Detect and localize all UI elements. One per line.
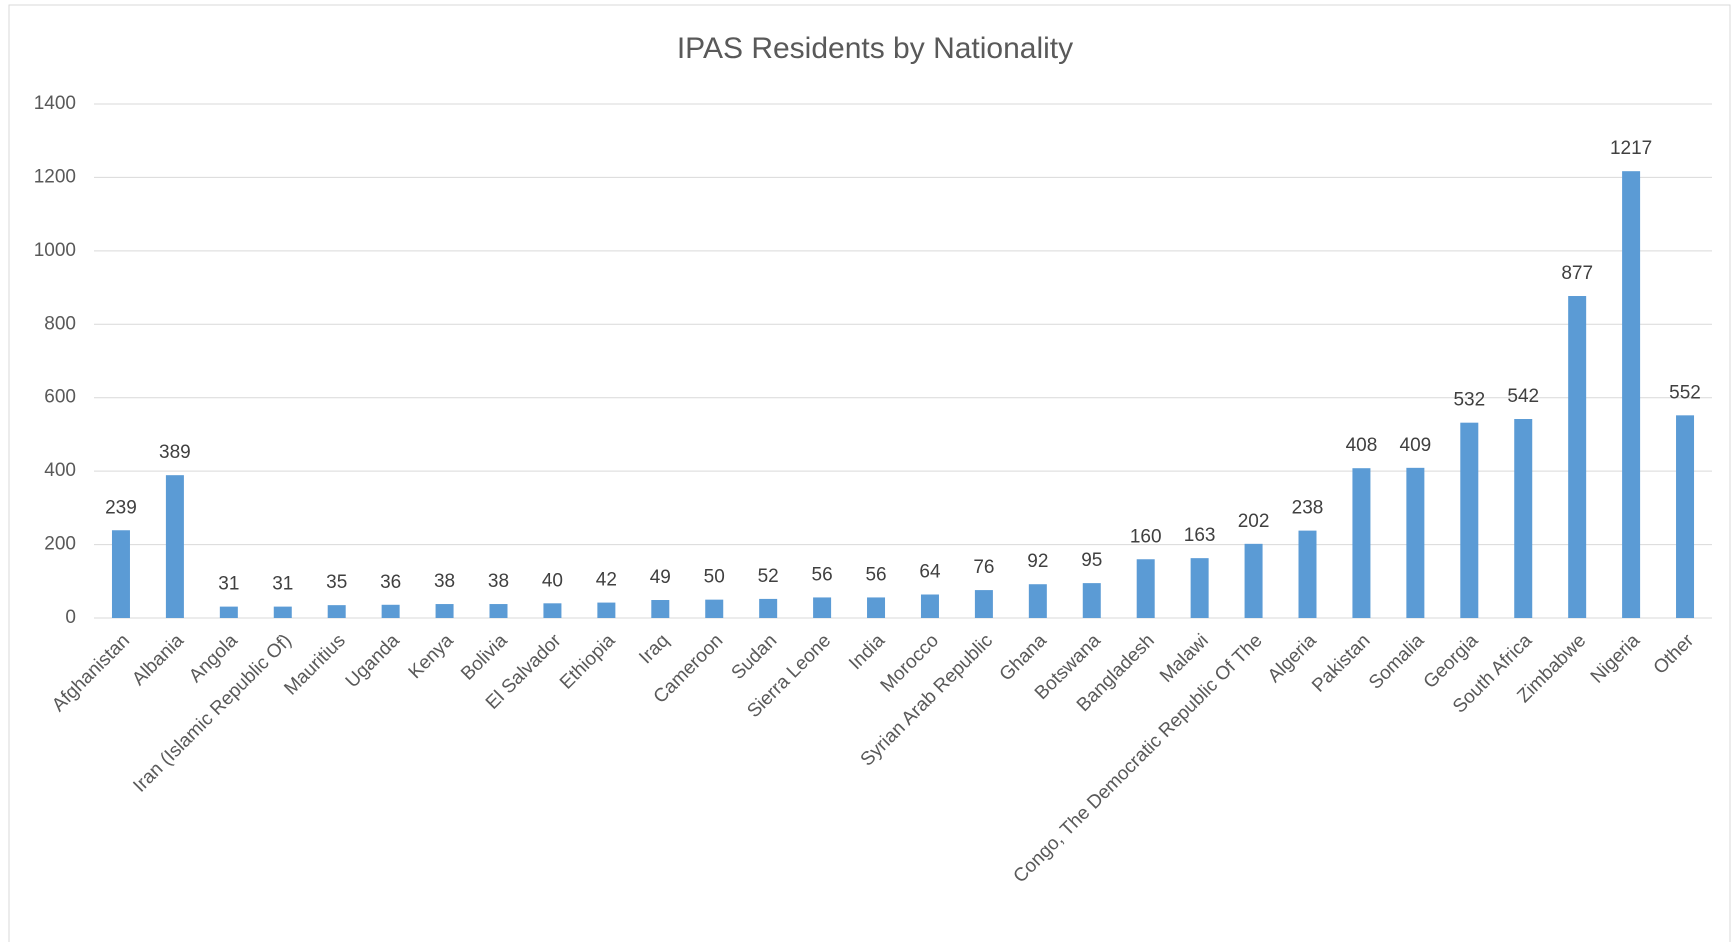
data-label: 163 bbox=[1184, 525, 1216, 546]
bar bbox=[489, 604, 508, 618]
data-label: 38 bbox=[434, 571, 455, 592]
bar bbox=[1028, 584, 1047, 618]
bar bbox=[165, 475, 184, 618]
bar bbox=[273, 606, 292, 618]
bar bbox=[1622, 171, 1641, 619]
data-label: 52 bbox=[758, 566, 779, 587]
data-label: 408 bbox=[1346, 435, 1378, 456]
data-label: 49 bbox=[650, 567, 671, 588]
data-label: 202 bbox=[1238, 511, 1270, 532]
chart-border bbox=[8, 4, 1731, 942]
data-label: 76 bbox=[973, 557, 994, 578]
bar bbox=[1244, 543, 1263, 618]
bar bbox=[813, 597, 832, 618]
y-tick-label: 600 bbox=[44, 387, 76, 408]
bar bbox=[1190, 558, 1209, 618]
data-label: 95 bbox=[1081, 550, 1102, 571]
y-tick-label: 1400 bbox=[34, 93, 76, 114]
data-label: 50 bbox=[704, 567, 725, 588]
data-label: 238 bbox=[1292, 498, 1324, 519]
data-label: 56 bbox=[865, 564, 886, 585]
bar bbox=[974, 590, 993, 618]
y-tick-label: 1000 bbox=[34, 240, 76, 261]
bar bbox=[1514, 419, 1533, 618]
bar bbox=[867, 597, 886, 618]
bar bbox=[543, 603, 562, 618]
bar bbox=[759, 598, 778, 618]
data-label: 532 bbox=[1453, 390, 1485, 411]
data-label: 64 bbox=[919, 562, 941, 583]
bar bbox=[1406, 467, 1425, 618]
bar bbox=[597, 602, 616, 618]
data-label: 542 bbox=[1507, 386, 1539, 407]
data-label: 877 bbox=[1561, 263, 1593, 284]
bar bbox=[435, 604, 454, 618]
y-tick-label: 1200 bbox=[34, 166, 76, 187]
bar bbox=[1460, 422, 1479, 618]
bar bbox=[1676, 415, 1695, 618]
data-label: 92 bbox=[1027, 551, 1048, 572]
data-label: 160 bbox=[1130, 526, 1162, 547]
data-label: 56 bbox=[812, 564, 833, 585]
bar bbox=[1568, 296, 1587, 618]
bar bbox=[1082, 583, 1101, 618]
data-label: 31 bbox=[218, 574, 239, 595]
bar bbox=[651, 600, 670, 618]
y-tick-label: 200 bbox=[44, 534, 76, 555]
bar bbox=[111, 530, 130, 618]
data-label: 42 bbox=[596, 570, 617, 591]
bar bbox=[219, 606, 238, 618]
bar bbox=[920, 594, 939, 618]
y-tick-label: 800 bbox=[44, 313, 76, 334]
bar bbox=[705, 599, 724, 618]
data-label: 409 bbox=[1400, 435, 1432, 456]
data-label: 36 bbox=[380, 572, 401, 593]
bar bbox=[381, 604, 400, 618]
data-label: 35 bbox=[326, 572, 347, 593]
data-label: 38 bbox=[488, 571, 509, 592]
bar bbox=[1136, 559, 1155, 618]
bar bbox=[1298, 530, 1317, 618]
data-label: 1217 bbox=[1610, 138, 1652, 159]
data-label: 239 bbox=[105, 497, 137, 518]
data-label: 31 bbox=[272, 574, 293, 595]
bar bbox=[1352, 468, 1371, 618]
y-tick-label: 400 bbox=[44, 460, 76, 481]
data-label: 389 bbox=[159, 442, 191, 463]
data-label: 40 bbox=[542, 570, 563, 591]
bar bbox=[327, 605, 346, 618]
chart-title: IPAS Residents by Nationality bbox=[677, 32, 1073, 65]
data-label: 552 bbox=[1669, 382, 1701, 403]
y-tick-label: 0 bbox=[65, 607, 76, 628]
